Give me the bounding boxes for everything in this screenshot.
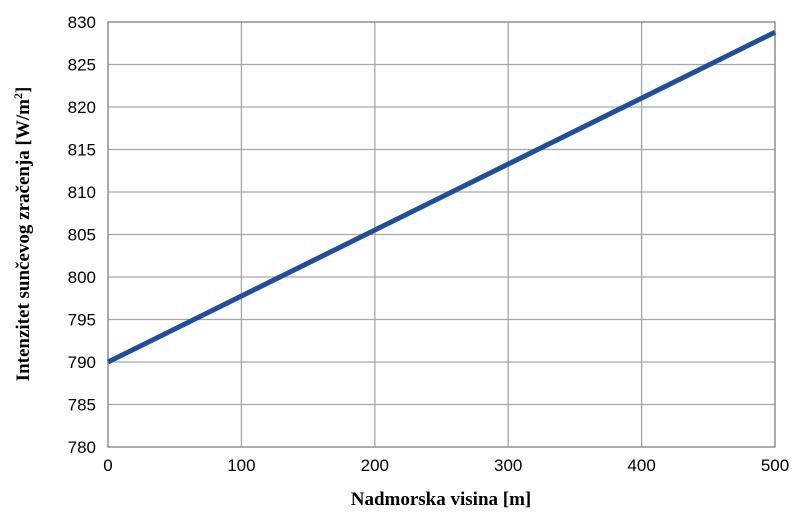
y-tick-label: 815: [68, 141, 96, 160]
y-tick-label: 785: [68, 396, 96, 415]
grid-lines: [107, 21, 776, 448]
y-tick-label: 825: [68, 56, 96, 75]
y-tick-labels: 780 785 790 795 800 805 810 815 820 825 830: [68, 13, 96, 457]
x-tick-label: 300: [494, 456, 522, 475]
x-tick-label: 100: [227, 456, 255, 475]
x-tick-label: 0: [103, 456, 112, 475]
x-tick-label: 200: [361, 456, 389, 475]
x-axis-title: Nadmorska visina [m]: [351, 489, 532, 510]
y-tick-label: 790: [68, 353, 96, 372]
y-tick-label: 805: [68, 226, 96, 245]
y-tick-label: 830: [68, 13, 96, 32]
y-axis-title-close: ]: [13, 87, 34, 93]
series-line: [106, 29, 777, 365]
x-tick-label: 500: [761, 456, 789, 475]
y-tick-label: 810: [68, 183, 96, 202]
series-layer: [106, 29, 777, 365]
y-axis-title: Intenzitet sunčevog zračenja [W/m2]: [11, 87, 34, 382]
x-tick-label: 400: [627, 456, 655, 475]
y-tick-label: 795: [68, 311, 96, 330]
x-tick-labels: 0 100 200 300 400 500: [103, 456, 789, 475]
plot-frame: [107, 21, 776, 448]
y-axis-title-main: Intenzitet sunčevog zračenja [W/m: [13, 99, 34, 381]
y-axis-title-superscript: 2: [11, 93, 25, 99]
y-tick-label: 780: [68, 438, 96, 457]
y-tick-label: 800: [68, 268, 96, 287]
y-tick-label: 820: [68, 98, 96, 117]
